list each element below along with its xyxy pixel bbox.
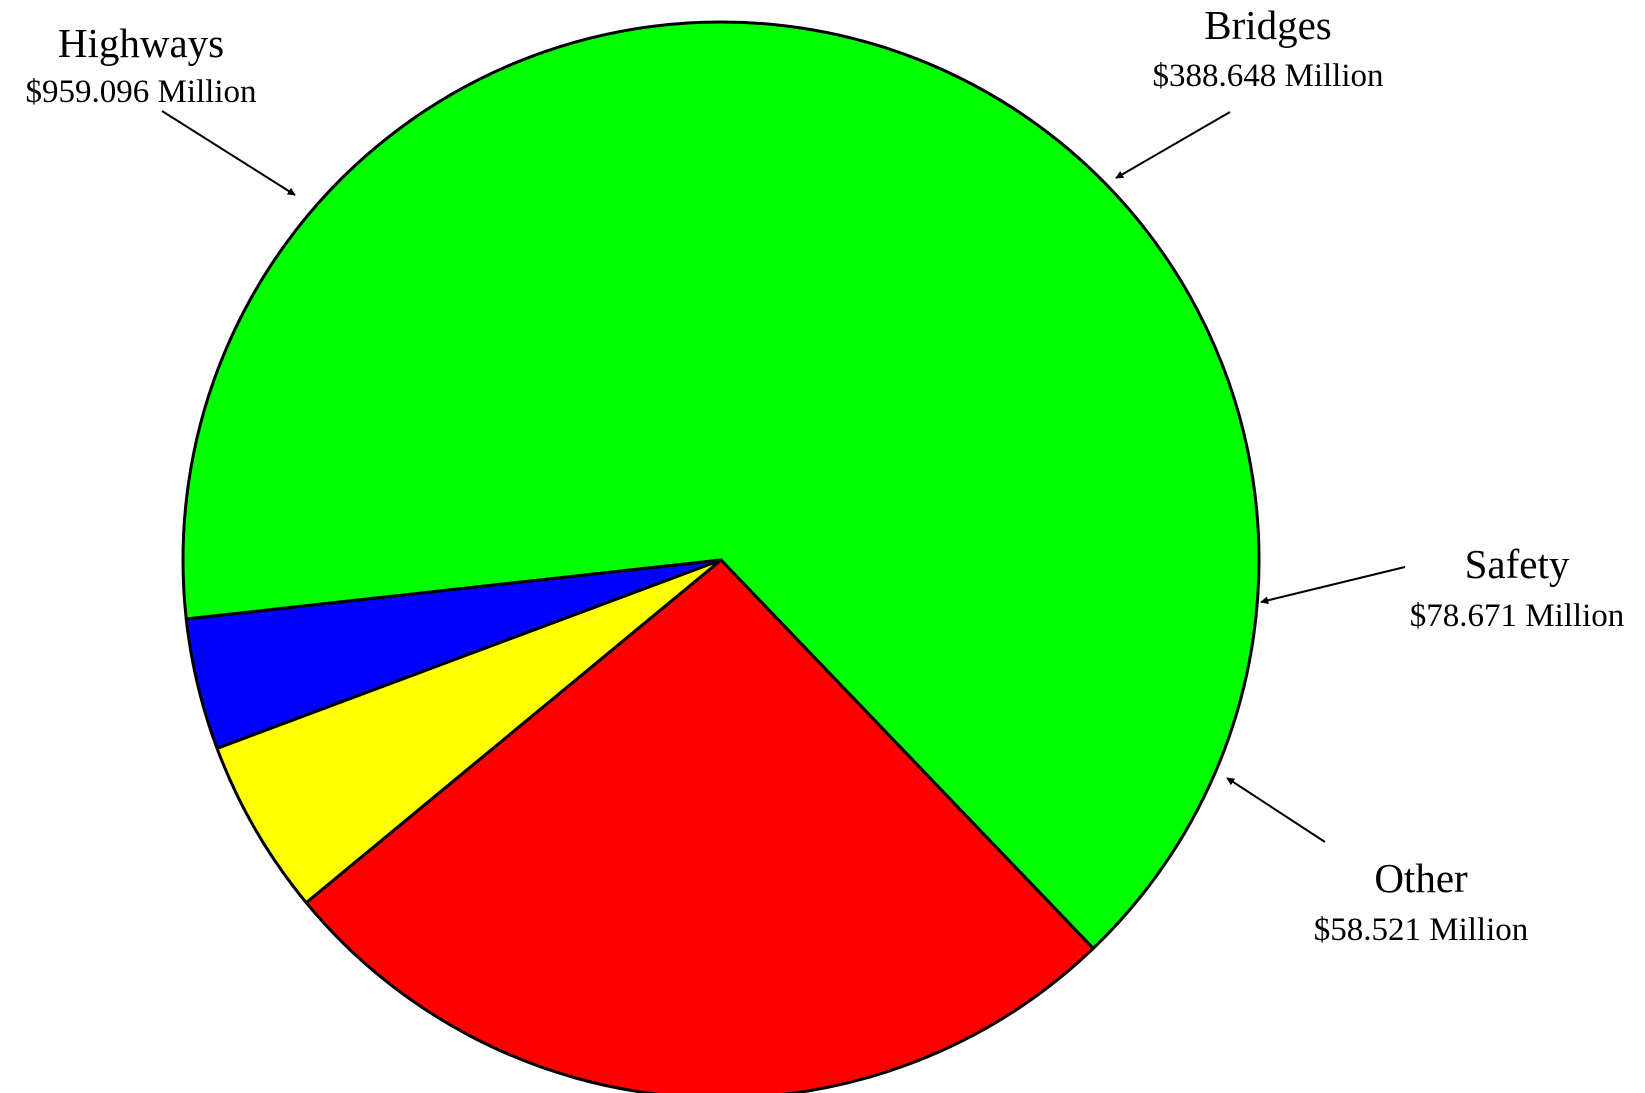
leader-arrow-bridges bbox=[1115, 111, 1231, 179]
pie-slice-other bbox=[184, 558, 723, 750]
leader-arrow-highways bbox=[161, 110, 296, 196]
slice-value-highways: $959.096 Million bbox=[25, 74, 256, 110]
slice-label-other: Other bbox=[1374, 855, 1468, 901]
pie-slice-safety bbox=[215, 558, 723, 905]
slice-value-other: $58.521 Million bbox=[1314, 912, 1529, 948]
slice-label-bridges: Bridges bbox=[1204, 2, 1332, 48]
slice-value-safety: $78.671 Million bbox=[1410, 598, 1625, 634]
pie-slices bbox=[181, 20, 1261, 1093]
pie-slice-bridges bbox=[304, 558, 1095, 1093]
pie-slice-highways bbox=[181, 20, 1261, 950]
leader-arrow-other bbox=[1226, 777, 1326, 843]
slice-annotations: Highways $959.096 Million Bridges $388.648 … bbox=[25, 2, 1624, 948]
slice-value-bridges: $388.648 Million bbox=[1152, 58, 1383, 94]
slice-label-highways: Highways bbox=[58, 20, 224, 66]
leader-arrow-safety bbox=[1260, 566, 1406, 605]
slice-label-safety: Safety bbox=[1465, 541, 1570, 587]
